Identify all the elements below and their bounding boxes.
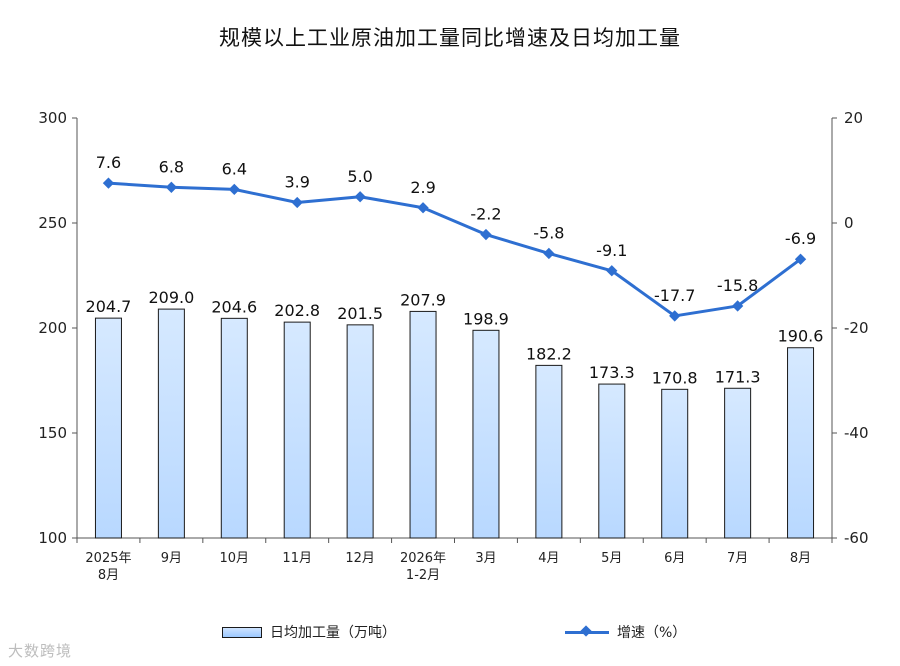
bar-value-label: 198.9 <box>463 309 509 328</box>
y-right-tick-label: 0 <box>844 214 854 232</box>
bar <box>157 308 185 539</box>
bar-value-label: 204.6 <box>211 297 257 316</box>
bar-value-label: 171.3 <box>715 367 761 386</box>
bar <box>787 347 815 539</box>
line-point <box>417 202 429 214</box>
x-tick-label: 6月 <box>664 551 685 566</box>
line-point <box>354 191 366 203</box>
bar-value-label: 207.9 <box>400 290 446 309</box>
bar <box>283 321 311 539</box>
bar-value-label: 202.8 <box>274 301 320 320</box>
line-point <box>102 177 115 189</box>
bar-value-label: 173.3 <box>589 363 635 382</box>
x-tick-label: 1-2月 <box>406 568 440 583</box>
line-value-label: -9.1 <box>596 241 627 260</box>
x-tick-label: 9月 <box>161 551 182 566</box>
x-tick-label: 2026年 <box>400 551 446 566</box>
y-right-tick-label: -20 <box>844 319 869 337</box>
bar-value-label: 182.2 <box>526 344 572 363</box>
bar <box>472 329 500 539</box>
y-left-tick-label: 300 <box>38 109 67 127</box>
line-value-label: -5.8 <box>533 223 564 242</box>
line-point <box>291 196 303 209</box>
line-point <box>480 228 492 241</box>
line-point <box>669 310 681 322</box>
y-left-tick-label: 250 <box>38 214 67 232</box>
line-value-label: 6.8 <box>159 157 184 176</box>
x-tick-label: 12月 <box>345 551 375 566</box>
bar <box>94 317 122 539</box>
line-value-label: 2.9 <box>410 178 435 197</box>
chart-title: 规模以上工业原油加工量同比增速及日均加工量 <box>219 26 681 50</box>
bar <box>535 364 563 539</box>
diamond-marker-icon <box>580 625 592 637</box>
legend-bar-swatch <box>222 626 262 638</box>
y-left-tick-label: 100 <box>38 529 67 547</box>
bar <box>409 310 437 539</box>
line-value-label: 3.9 <box>284 173 309 192</box>
line-value-label: 5.0 <box>347 167 372 186</box>
line-value-label: -6.9 <box>785 229 816 248</box>
x-tick-label: 8月 <box>790 551 811 566</box>
bar <box>346 324 374 539</box>
data-labels-layer: 204.7 209.0 204.6 202.8 201.5 207.9 198.9 182.2… <box>86 153 824 387</box>
legend-line-swatch <box>565 625 609 638</box>
y-left-tick-label: 200 <box>38 319 67 337</box>
bar-value-label: 190.6 <box>778 327 824 346</box>
x-tick-label: 2025年 <box>85 551 131 566</box>
line-value-label: 6.4 <box>222 159 247 178</box>
x-tick-label: 3月 <box>475 551 496 566</box>
x-tick-label: 7月 <box>727 551 748 566</box>
bar <box>724 387 752 539</box>
bar-value-label: 201.5 <box>337 304 383 323</box>
line-value-label: -15.8 <box>717 276 758 295</box>
line-layer <box>102 177 807 322</box>
x-tick-label: 10月 <box>220 551 250 566</box>
growth-line <box>108 181 802 318</box>
line-point <box>165 181 178 193</box>
axes-layer: 100 150 200 250 300 -60 -40 -20 0 20 2025年 8月 9月 10月 1… <box>38 109 868 583</box>
bars-layer <box>94 308 815 539</box>
x-tick-label: 8月 <box>98 568 119 583</box>
line-point <box>606 265 618 277</box>
x-tick-label: 11月 <box>282 551 312 566</box>
bar <box>661 388 689 539</box>
bar <box>220 317 248 539</box>
y-right-tick-label: -60 <box>844 529 869 547</box>
x-tick-label: 4月 <box>538 551 559 566</box>
y-right-tick-label: 20 <box>844 109 863 127</box>
bar-value-label: 170.8 <box>652 368 698 387</box>
bar-value-label: 209.0 <box>148 288 194 307</box>
legend-item-line: 增速（%） <box>565 622 686 642</box>
line-value-label: -17.7 <box>654 286 695 305</box>
watermark-logo: 大数跨境 <box>8 642 73 660</box>
line-value-label: -2.2 <box>470 205 501 224</box>
line-point <box>794 253 807 265</box>
line-value-label: 7.6 <box>96 153 121 172</box>
y-left-tick-label: 150 <box>38 424 67 442</box>
bar <box>598 383 626 539</box>
x-tick-label: 5月 <box>601 551 622 566</box>
line-point <box>228 183 240 196</box>
legend-bar-label: 日均加工量（万吨） <box>270 625 396 641</box>
chart-legend: 日均加工量（万吨） 增速（%） <box>0 622 900 646</box>
bar-value-label: 204.7 <box>86 297 132 316</box>
legend-line-label: 增速（%） <box>617 625 687 641</box>
line-point <box>543 247 555 260</box>
legend-item-bar: 日均加工量（万吨） <box>222 622 396 642</box>
y-right-tick-label: -40 <box>844 424 869 442</box>
line-point <box>731 300 744 312</box>
